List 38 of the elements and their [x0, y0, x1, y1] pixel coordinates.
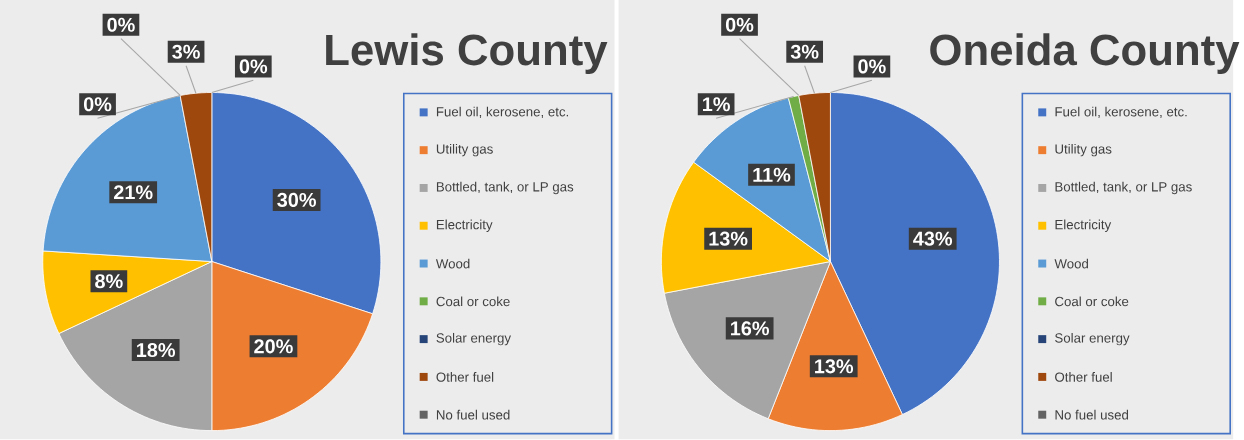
legend-label: Electricity — [436, 219, 493, 233]
legend-label: Coal or coke — [1055, 296, 1129, 307]
legend-label: No fuel used — [436, 410, 510, 420]
legend-label: Coal or coke — [436, 296, 510, 307]
legend-label: Other fuel — [436, 372, 494, 382]
text: 0% — [107, 17, 135, 33]
legend-label: Utility gas — [1055, 144, 1112, 157]
legend-label: Solar energy — [436, 333, 511, 346]
data-label: 3% — [172, 44, 200, 60]
legend-label: Bottled, tank, or LP gas — [436, 181, 574, 195]
data-label: 21% — [113, 185, 153, 200]
legend-label: Wood — [435, 258, 470, 269]
text: 0% — [858, 59, 886, 74]
data-label: 11% — [753, 168, 791, 183]
data-label: 3% — [790, 44, 819, 60]
legend-label: Fuel oil, kerosene, etc. — [1055, 106, 1187, 119]
data-label: 1% — [703, 97, 730, 112]
data-label: 18% — [137, 343, 176, 358]
legend-label: No fuel used — [1055, 410, 1129, 420]
legend-label: Bottled, tank, or LP gas — [1055, 181, 1192, 195]
legend-label: Fuel oil, kerosene, etc. — [436, 106, 569, 119]
data-label: 20% — [254, 339, 293, 354]
legend-label: Other fuel — [1055, 372, 1112, 382]
chart-title: Lewis County — [326, 33, 608, 75]
legend-label: Wood — [1054, 258, 1088, 269]
text: 0% — [725, 17, 754, 33]
data-label: 13% — [815, 359, 854, 374]
legend-label: Solar energy — [1055, 333, 1130, 346]
data-label: 30% — [277, 193, 316, 208]
data-label: 43% — [913, 231, 953, 246]
data-label: 16% — [730, 321, 770, 336]
legend-label: Electricity — [1055, 219, 1112, 233]
text: 0% — [83, 97, 112, 112]
legend-label: Utility gas — [436, 144, 493, 157]
chart-title: Oneida County — [930, 33, 1240, 75]
text: 0% — [239, 59, 268, 74]
data-label: 13% — [709, 231, 748, 246]
data-label: 8% — [95, 274, 123, 289]
